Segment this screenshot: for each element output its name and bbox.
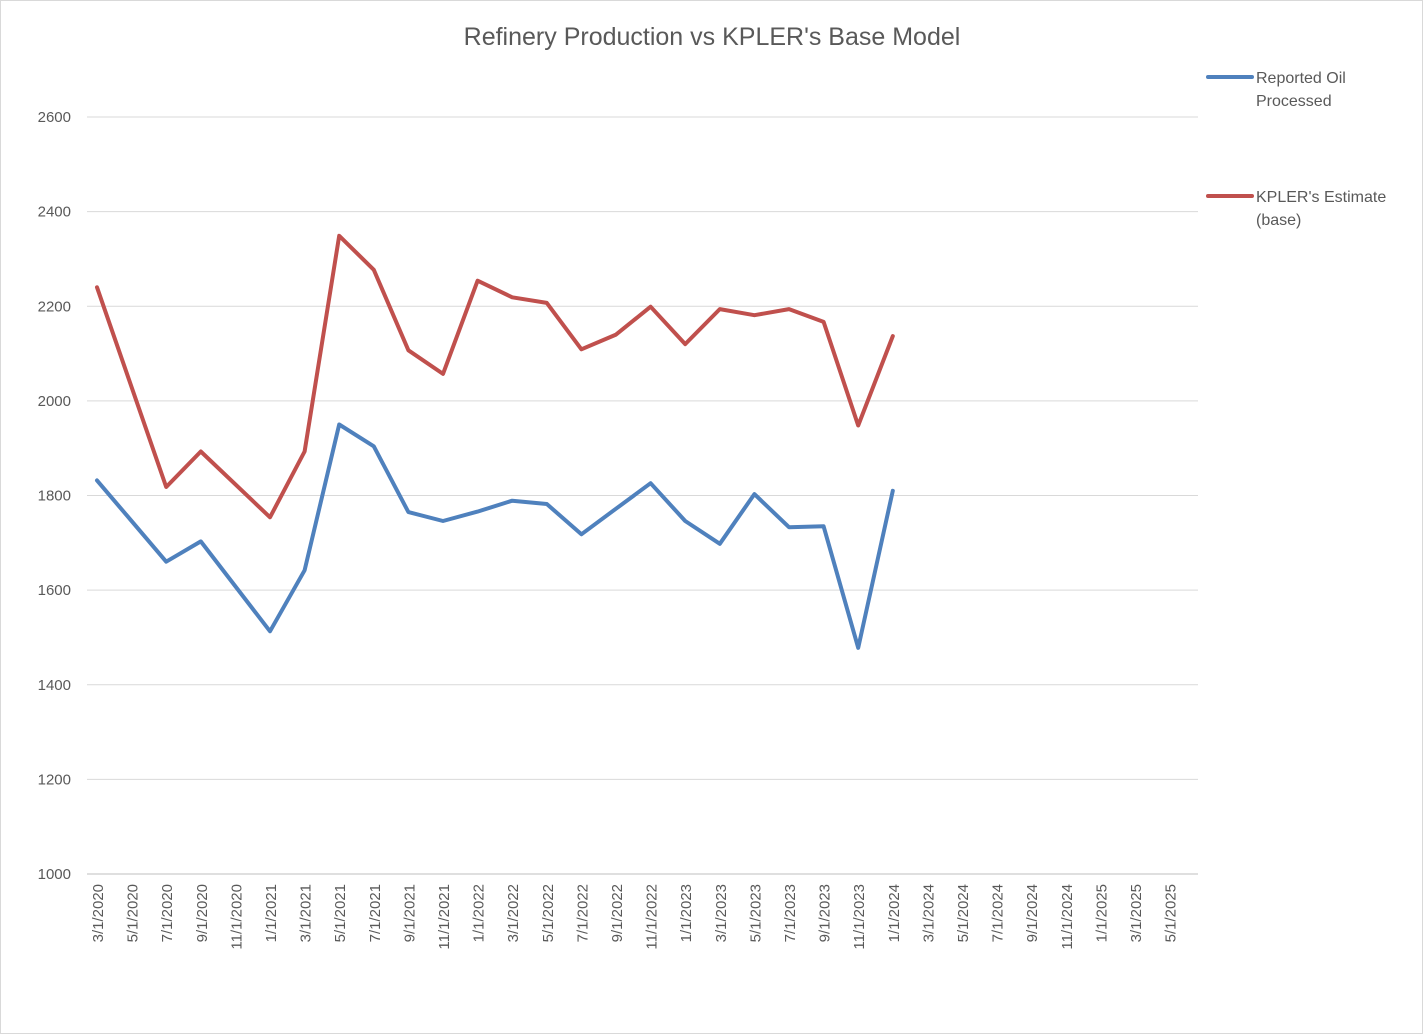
x-tick-label: 3/1/2022 xyxy=(505,884,522,942)
x-tick-label: 7/1/2023 xyxy=(782,884,799,942)
x-tick-label: 7/1/2021 xyxy=(367,884,384,942)
x-tick-label: 1/1/2024 xyxy=(886,884,903,942)
x-tick-label: 7/1/2024 xyxy=(990,884,1007,942)
x-tick-label: 3/1/2023 xyxy=(713,884,730,942)
x-tick-label: 11/1/2022 xyxy=(644,884,661,950)
x-tick-label: 5/1/2021 xyxy=(332,884,349,942)
y-tick-label: 2000 xyxy=(38,393,71,410)
y-tick-label: 1200 xyxy=(38,771,71,788)
legend-label: Reported Oil xyxy=(1256,70,1346,87)
x-tick-label: 11/1/2023 xyxy=(851,884,868,950)
legend-label: KPLER's Estimate xyxy=(1256,189,1386,206)
y-tick-label: 1600 xyxy=(38,582,71,599)
x-tick-label: 9/1/2020 xyxy=(194,884,211,942)
x-tick-label: 9/1/2024 xyxy=(1024,884,1041,942)
x-tick-label: 5/1/2022 xyxy=(540,884,557,942)
series-line-reported-oil-processed xyxy=(95,422,895,650)
x-tick-label: 1/1/2025 xyxy=(1093,884,1110,942)
series-lines xyxy=(95,233,895,650)
x-axis: 3/1/2020 5/1/2020 7/1/2020 9/1/2020 11/1/202… xyxy=(90,884,1180,950)
x-tick-label: 9/1/2021 xyxy=(401,884,418,942)
y-tick-label: 1800 xyxy=(38,488,71,505)
y-tick-label: 2200 xyxy=(38,298,71,315)
x-tick-label: 1/1/2023 xyxy=(678,884,695,942)
x-tick-label: 11/1/2020 xyxy=(228,884,245,950)
x-tick-label: 3/1/2024 xyxy=(920,884,937,942)
x-tick-label: 3/1/2020 xyxy=(90,884,107,942)
gridlines xyxy=(87,116,1198,875)
y-tick-label: 1400 xyxy=(38,677,71,694)
y-tick-label: 2400 xyxy=(38,204,71,221)
y-tick-label: 1000 xyxy=(38,866,71,883)
x-tick-label: 11/1/2021 xyxy=(436,884,453,950)
x-tick-label: 7/1/2022 xyxy=(574,884,591,942)
legend-label: Processed xyxy=(1256,93,1332,110)
y-axis-ticks: 1000 1200 1400 1600 1800 2000 2200 2400 2600 xyxy=(38,109,71,883)
x-tick-label: 5/1/2023 xyxy=(747,884,764,942)
chart-title: Refinery Production vs KPLER's Base Mode… xyxy=(464,23,961,51)
series-line-kpler-estimate-base xyxy=(95,233,895,520)
x-tick-label: 3/1/2021 xyxy=(298,884,315,942)
x-tick-label: 11/1/2024 xyxy=(1059,884,1076,950)
x-tick-label: 1/1/2021 xyxy=(263,884,280,942)
y-tick-label: 2600 xyxy=(38,109,71,126)
legend: Reported Oil Processed KPLER's Estimate (ba… xyxy=(1206,70,1386,229)
x-tick-label: 5/1/2025 xyxy=(1163,884,1180,942)
x-tick-label: 1/1/2022 xyxy=(471,884,488,942)
legend-label: (base) xyxy=(1256,212,1301,229)
x-tick-label: 3/1/2025 xyxy=(1128,884,1145,942)
x-tick-label: 9/1/2022 xyxy=(609,884,626,942)
x-tick-label: 7/1/2020 xyxy=(159,884,176,942)
x-tick-label: 9/1/2023 xyxy=(817,884,834,942)
x-tick-label: 5/1/2020 xyxy=(125,884,142,942)
x-tick-label: 5/1/2024 xyxy=(955,884,972,942)
